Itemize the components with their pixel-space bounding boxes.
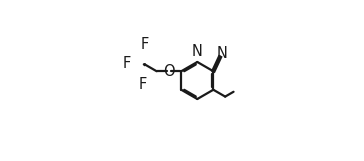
Text: N: N [216, 46, 227, 61]
Text: O: O [163, 64, 174, 79]
Text: F: F [141, 37, 149, 52]
Text: F: F [123, 56, 131, 71]
Text: F: F [139, 77, 147, 92]
Text: N: N [192, 44, 203, 59]
